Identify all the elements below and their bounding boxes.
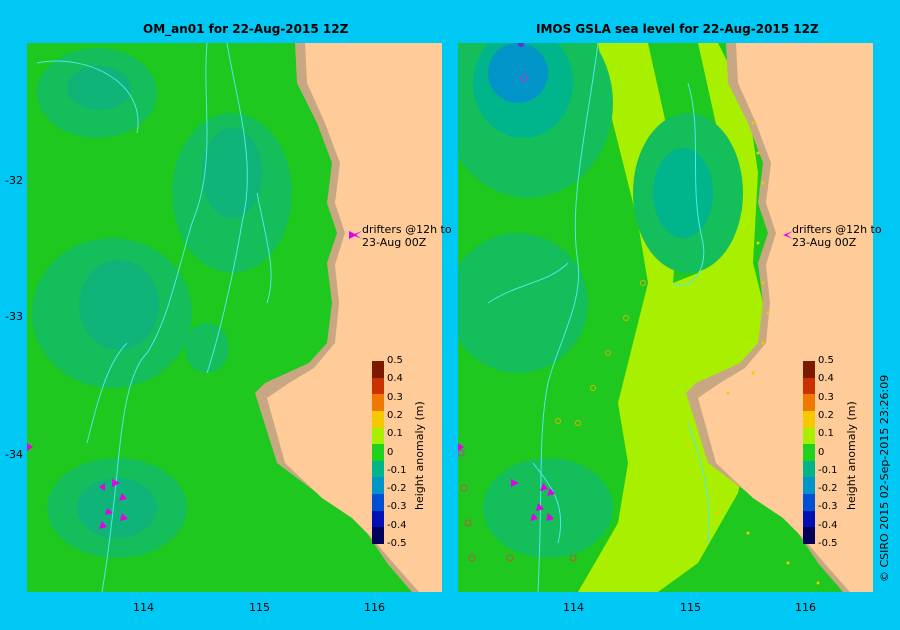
panel-title-right: IMOS GSLA sea level for 22-Aug-2015 12Z [536,22,819,36]
colorbar-tick-label: -0.5 [387,538,407,549]
colorbar-tick-label: 0.5 [387,355,403,366]
colorbar-segment [803,444,815,462]
colorbar-tick-label: -0.1 [818,464,838,476]
colorbar-tick-label: 0 [387,446,394,458]
panel-title-left: OM_an01 for 22-Aug-2015 12Z [143,22,349,36]
map-left[interactable] [27,43,442,592]
colorbar-tick-label: -0.3 [387,501,407,513]
colorbar-tick-label: 0.4 [818,373,834,385]
colorbar-segment [803,494,815,512]
colorbar-tick-label: 0.4 [387,373,403,385]
colorbar-segment [372,427,384,445]
lat-tick-33: -33 [5,310,23,323]
colorbar-segment [372,494,384,512]
colorbar-left-label: height anomaly (m) [413,401,426,510]
colorbar-tick-label: 0.2 [818,409,834,421]
map-right[interactable] [458,43,873,592]
drifters-label-left-line1: drifters @12h to [362,223,452,236]
colorbar-tick-label: -0.2 [387,483,407,495]
colorbar-tick-label: 0.2 [387,409,403,421]
colorbar-segment [803,394,815,412]
lat-tick-34: -34 [5,448,23,461]
colorbar-tick-label: 0.3 [387,391,403,403]
colorbar-right [803,361,815,545]
colorbar-tick-label: 0.1 [818,428,834,440]
colorbar-segment [803,510,815,528]
lon-tick-left-114: 114 [133,601,154,614]
colorbar-segment [803,477,815,495]
colorbar-segment [803,410,815,429]
colorbar-segment [803,427,815,445]
colorbar-tick-label: -0.5 [818,538,838,549]
colorbar-tick-label: 0.5 [818,355,834,366]
lon-tick-right-115: 115 [680,601,701,614]
map-left-svg [27,43,442,592]
colorbar-left [372,361,384,545]
map-right-svg [458,43,873,592]
colorbar-segment [372,361,384,379]
colorbar-tick-label: -0.4 [818,519,838,531]
colorbar-tick-label: -0.4 [387,519,407,531]
lon-tick-right-114: 114 [563,601,584,614]
lat-tick-32: -32 [5,174,23,187]
drifters-label-right-line2: 23-Aug 00Z [792,236,857,249]
lon-tick-left-115: 115 [249,601,270,614]
colorbar-tick-label: 0.3 [818,391,834,403]
colorbar-tick-label: 0.1 [387,428,403,440]
colorbar-segment [803,377,815,395]
colorbar-segment [803,361,815,379]
drifters-label-left: drifters @12h to 23-Aug 00Z [362,223,452,249]
colorbar-segment [372,510,384,528]
drifters-label-right-line1: drifters @12h to [792,223,882,236]
colorbar-segment [372,527,384,545]
copyright-text: © CSIRO 2015 02-Sep-2015 23:26:09 [878,374,891,582]
lon-tick-right-116: 116 [795,601,816,614]
drifters-label-left-line2: 23-Aug 00Z [362,236,427,249]
colorbar-right-label: height anomaly (m) [845,401,858,510]
colorbar-tick-label: 0 [818,446,825,458]
colorbar-segment [372,394,384,412]
colorbar-tick-label: -0.1 [387,464,407,476]
colorbar-tick-label: -0.2 [818,483,838,495]
drifters-label-right: drifters @12h to 23-Aug 00Z [792,223,882,249]
colorbar-segment [372,377,384,395]
colorbar-tick-label: -0.3 [818,501,838,513]
colorbar-segment [372,477,384,495]
colorbar-segment [803,460,815,478]
colorbar-segment [372,444,384,462]
colorbar-segment [372,410,384,429]
colorbar-segment [803,527,815,545]
lon-tick-left-116: 116 [364,601,385,614]
colorbar-segment [372,460,384,478]
